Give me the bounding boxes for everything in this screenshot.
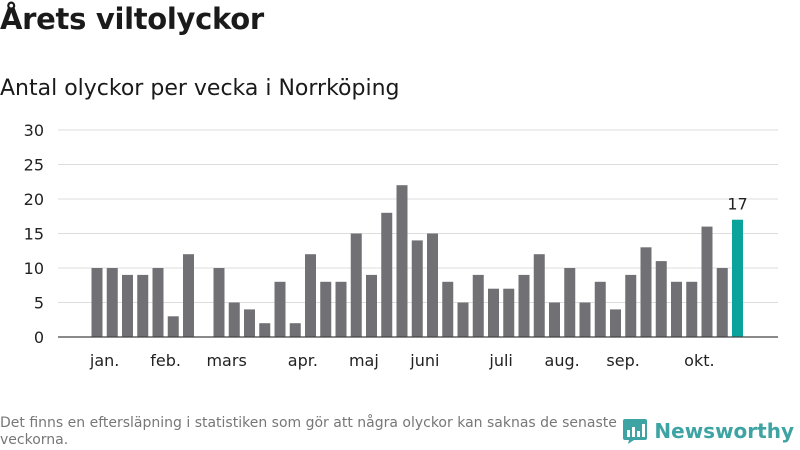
bar [411, 240, 423, 337]
bar [594, 281, 606, 337]
y-tick-label: 15 [24, 225, 44, 244]
bar [442, 281, 454, 337]
bar [122, 274, 133, 337]
y-axis-ticks: 0 5 10 15 20 25 30 [24, 121, 44, 347]
chart-subtitle: Antal olyckor per vecka i Norrköping [0, 76, 400, 101]
y-tick-label: 20 [24, 190, 44, 209]
y-tick-label: 30 [24, 121, 44, 140]
bar [167, 316, 179, 337]
bar [228, 302, 240, 337]
bar [320, 281, 332, 337]
y-tick-label: 5 [34, 294, 44, 313]
data-label: 17 [727, 195, 747, 214]
bar [686, 281, 698, 337]
bar [671, 281, 682, 337]
bar [335, 281, 347, 337]
bar [427, 233, 438, 337]
bar [366, 274, 377, 337]
x-axis-month-labels: jan. feb. mars apr. maj juni juli aug. sep. okt. [89, 351, 715, 370]
brand-logo[interactable]: Newsworthy [622, 418, 794, 444]
bar [381, 212, 393, 337]
bar [472, 274, 484, 337]
y-tick-label: 25 [24, 156, 44, 175]
bar [701, 226, 713, 337]
x-tick-label: jan. [89, 351, 119, 370]
bar [610, 309, 621, 337]
brand-name: Newsworthy [654, 419, 794, 443]
bar [289, 323, 301, 337]
bar-chart-logo-icon [623, 419, 648, 444]
bar [655, 261, 667, 337]
x-tick-label: mars [206, 351, 246, 370]
highlighted-bar [732, 219, 743, 337]
x-tick-label: juni [409, 351, 439, 370]
bar [91, 268, 103, 337]
bar [488, 288, 499, 337]
y-tick-label: 10 [24, 259, 44, 278]
x-tick-label: apr. [288, 351, 318, 370]
chart-title: Årets viltolyckor [0, 2, 264, 36]
bar [259, 323, 271, 337]
bars [91, 185, 743, 337]
bar [274, 281, 286, 337]
footnote: Det finns en eftersläpning i statistiken… [0, 415, 617, 448]
bar [244, 309, 255, 337]
bar [213, 268, 225, 337]
bar [106, 268, 118, 337]
x-tick-label: maj [349, 351, 379, 370]
bar [564, 268, 576, 337]
x-tick-label: sep. [606, 351, 639, 370]
x-tick-label: juli [488, 351, 512, 370]
bar [350, 233, 362, 337]
y-tick-label: 0 [34, 328, 44, 347]
x-tick-label: okt. [684, 351, 714, 370]
data-labels: 17 [727, 195, 747, 214]
bar [183, 254, 194, 337]
bar [533, 254, 545, 337]
bar [152, 268, 164, 337]
x-tick-label: aug. [545, 351, 580, 370]
bar [518, 274, 530, 337]
bar [549, 302, 560, 337]
bar [396, 185, 408, 337]
bar [305, 254, 316, 337]
bar [137, 274, 149, 337]
bar [457, 302, 469, 337]
bar [625, 274, 637, 337]
bar [640, 247, 652, 337]
bar [716, 268, 728, 337]
x-tick-label: feb. [150, 351, 181, 370]
bar [579, 302, 591, 337]
bar [503, 288, 515, 337]
